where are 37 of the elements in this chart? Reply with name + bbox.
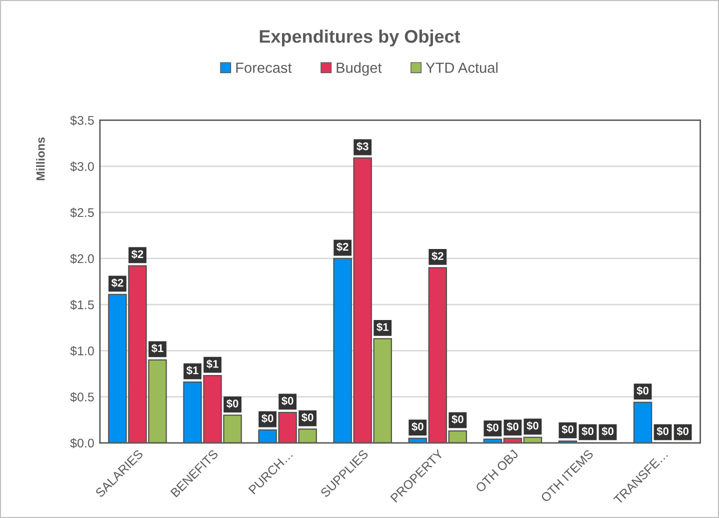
data-label: $0 xyxy=(226,399,238,408)
data-label: $1 xyxy=(151,344,164,353)
y-tick-label: $3.0 xyxy=(70,162,94,172)
y-tick-label: $0.0 xyxy=(70,438,94,448)
data-label: $0 xyxy=(562,424,574,434)
data-label: $0 xyxy=(526,421,538,430)
legend-label: Forecast xyxy=(236,62,292,73)
data-label: $1 xyxy=(186,366,198,375)
data-label: $2 xyxy=(336,242,348,252)
data-label: $0 xyxy=(506,422,518,432)
data-label: $0 xyxy=(262,414,274,423)
y-tick-label: $1.0 xyxy=(70,346,94,356)
chart-title: Expenditures by Object xyxy=(260,30,460,46)
data-label: $0 xyxy=(282,396,294,406)
y-tick-label: $2.0 xyxy=(70,254,94,264)
y-tick-label: $2.5 xyxy=(70,208,94,218)
data-label: $0 xyxy=(582,426,594,436)
y-axis-title: Millions xyxy=(36,137,45,180)
data-label: $2 xyxy=(131,250,144,259)
y-tick-label: $3.5 xyxy=(70,115,94,126)
legend-label: YTD Actual xyxy=(426,62,498,73)
data-label: $0 xyxy=(602,426,614,436)
data-label: $1 xyxy=(376,322,388,332)
data-label: $0 xyxy=(676,426,689,436)
data-label: $0 xyxy=(656,426,669,436)
data-label: $1 xyxy=(206,359,218,369)
legend-label: Budget xyxy=(336,62,382,76)
y-tick-label: $0.5 xyxy=(70,392,94,402)
data-label: $3 xyxy=(356,142,368,151)
data-label: $0 xyxy=(302,412,314,422)
y-tick-label: $1.5 xyxy=(70,300,94,310)
data-label: $2 xyxy=(432,252,444,261)
data-label: $0 xyxy=(486,423,498,432)
data-label: $0 xyxy=(412,422,424,432)
data-label: $2 xyxy=(111,278,124,288)
data-label: $0 xyxy=(636,386,648,396)
data-label: $0 xyxy=(452,414,464,424)
